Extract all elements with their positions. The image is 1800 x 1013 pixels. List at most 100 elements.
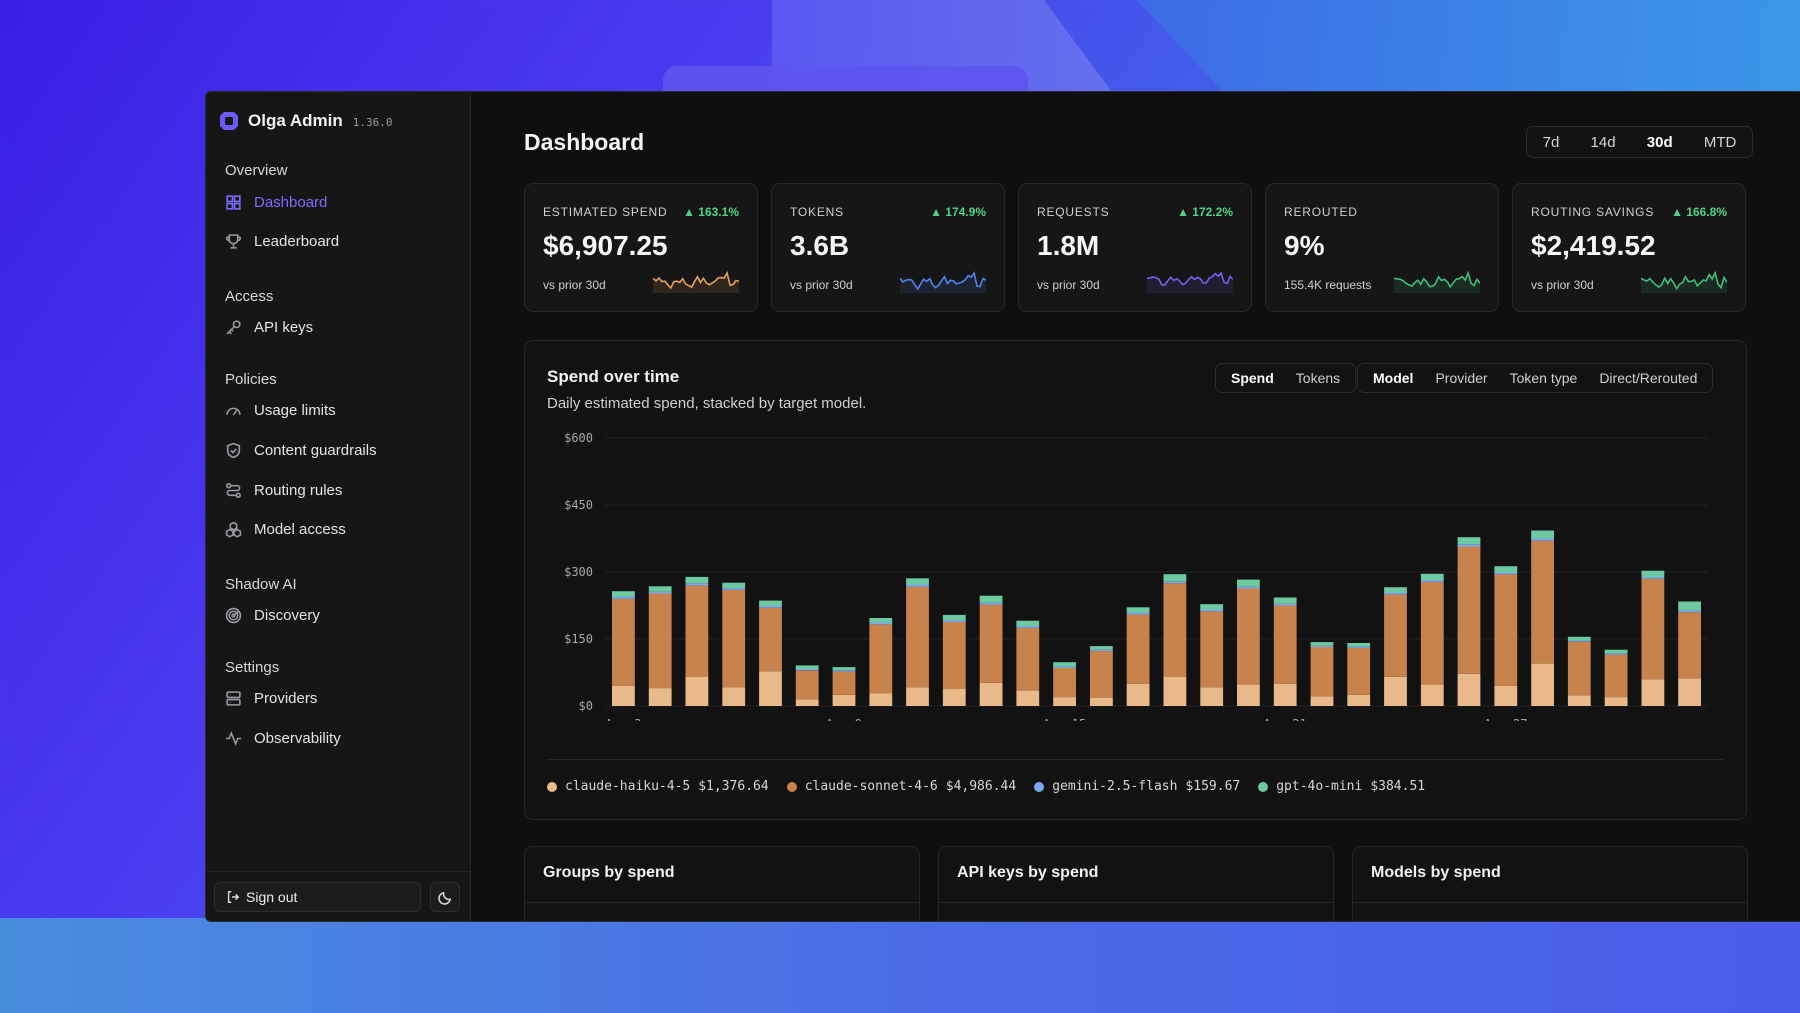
- bar-segment-claude-sonnet-4-6[interactable]: [1163, 583, 1187, 677]
- bar-segment-gpt-4o-mini[interactable]: [1531, 530, 1554, 539]
- bar-segment-claude-haiku-4-5[interactable]: [906, 687, 929, 706]
- bar-segment-claude-sonnet-4-6[interactable]: [1567, 641, 1591, 696]
- bar-segment-gemini-2.5-flash[interactable]: [1494, 572, 1518, 575]
- bar-segment-claude-sonnet-4-6[interactable]: [795, 670, 819, 700]
- bar-segment-gemini-2.5-flash[interactable]: [722, 588, 746, 590]
- bar-segment-gpt-4o-mini[interactable]: [795, 665, 819, 669]
- sidebar-item-discovery[interactable]: Discovery: [225, 603, 320, 627]
- bar-segment-claude-sonnet-4-6[interactable]: [1678, 612, 1701, 679]
- legend-item[interactable]: gemini-2.5-flash $159.67: [1034, 779, 1240, 794]
- group-tab-model[interactable]: Model: [1373, 370, 1414, 386]
- bar-segment-claude-haiku-4-5[interactable]: [1420, 684, 1444, 706]
- bar-segment-claude-sonnet-4-6[interactable]: [1384, 594, 1407, 677]
- bar-segment-claude-sonnet-4-6[interactable]: [1200, 611, 1224, 688]
- bar-segment-claude-sonnet-4-6[interactable]: [1273, 605, 1297, 684]
- bar-segment-claude-sonnet-4-6[interactable]: [1531, 540, 1554, 664]
- sign-out-button[interactable]: Sign out: [214, 882, 421, 912]
- bar-segment-claude-haiku-4-5[interactable]: [1457, 673, 1481, 706]
- bar-segment-gpt-4o-mini[interactable]: [1347, 643, 1371, 647]
- kpi-card-routing-savings[interactable]: ROUTING SAVINGS ▲ 166.8% $2,419.52 vs pr…: [1512, 183, 1746, 312]
- bar-segment-gpt-4o-mini[interactable]: [685, 576, 709, 584]
- bar-segment-gemini-2.5-flash[interactable]: [1310, 645, 1334, 647]
- bar-segment-claude-haiku-4-5[interactable]: [1567, 695, 1591, 706]
- sidebar-item-content-guardrails[interactable]: Content guardrails: [225, 438, 377, 462]
- bar-segment-gemini-2.5-flash[interactable]: [1237, 586, 1260, 589]
- bar-segment-claude-sonnet-4-6[interactable]: [906, 586, 929, 688]
- bar-segment-claude-haiku-4-5[interactable]: [1237, 684, 1260, 706]
- bar-segment-claude-sonnet-4-6[interactable]: [942, 622, 966, 689]
- bar-segment-claude-sonnet-4-6[interactable]: [869, 624, 893, 694]
- bar-segment-claude-haiku-4-5[interactable]: [869, 693, 893, 707]
- bar-segment-claude-sonnet-4-6[interactable]: [1347, 647, 1371, 695]
- bar-segment-gemini-2.5-flash[interactable]: [1053, 666, 1076, 668]
- bar-segment-gemini-2.5-flash[interactable]: [832, 670, 856, 672]
- bar-segment-gemini-2.5-flash[interactable]: [1384, 592, 1407, 595]
- sidebar-item-providers[interactable]: Providers: [225, 686, 317, 710]
- bar-segment-gemini-2.5-flash[interactable]: [1641, 576, 1665, 579]
- bar-segment-gpt-4o-mini[interactable]: [1678, 601, 1701, 611]
- bar-segment-gemini-2.5-flash[interactable]: [759, 605, 782, 608]
- bar-segment-gemini-2.5-flash[interactable]: [1678, 610, 1701, 613]
- bar-segment-gemini-2.5-flash[interactable]: [1016, 626, 1040, 628]
- bar-segment-claude-haiku-4-5[interactable]: [1163, 677, 1187, 706]
- bar-segment-claude-haiku-4-5[interactable]: [1604, 697, 1628, 706]
- bar-segment-gpt-4o-mini[interactable]: [979, 595, 1003, 603]
- bar-segment-gpt-4o-mini[interactable]: [612, 591, 635, 597]
- bar-segment-claude-sonnet-4-6[interactable]: [648, 593, 672, 689]
- bar-segment-gemini-2.5-flash[interactable]: [1567, 640, 1591, 642]
- bar-segment-claude-haiku-4-5[interactable]: [1090, 698, 1113, 706]
- bar-segment-gemini-2.5-flash[interactable]: [1420, 580, 1444, 582]
- bar-segment-gpt-4o-mini[interactable]: [1126, 607, 1150, 613]
- group-tab-token-type[interactable]: Token type: [1509, 370, 1578, 386]
- bar-segment-gemini-2.5-flash[interactable]: [906, 584, 929, 587]
- bar-segment-gemini-2.5-flash[interactable]: [612, 596, 635, 599]
- range-option-mtd[interactable]: MTD: [1703, 133, 1737, 151]
- bar-segment-gpt-4o-mini[interactable]: [1420, 573, 1444, 581]
- bar-segment-gpt-4o-mini[interactable]: [1090, 646, 1113, 650]
- bar-segment-claude-sonnet-4-6[interactable]: [722, 589, 746, 688]
- sidebar-item-routing-rules[interactable]: Routing rules: [225, 478, 342, 502]
- bar-segment-gemini-2.5-flash[interactable]: [1531, 538, 1554, 541]
- metric-tab-spend[interactable]: Spend: [1231, 370, 1274, 386]
- bar-segment-claude-haiku-4-5[interactable]: [1494, 685, 1518, 706]
- sidebar-item-model-access[interactable]: Model access: [225, 517, 346, 541]
- sidebar-item-observability[interactable]: Observability: [225, 726, 341, 750]
- bar-segment-gemini-2.5-flash[interactable]: [1457, 544, 1481, 547]
- bar-segment-claude-haiku-4-5[interactable]: [648, 688, 672, 706]
- legend-item[interactable]: claude-haiku-4-5 $1,376.64: [547, 779, 769, 794]
- bar-segment-claude-sonnet-4-6[interactable]: [1126, 614, 1150, 684]
- kpi-card-requests[interactable]: REQUESTS ▲ 172.2% 1.8M vs prior 30d: [1018, 183, 1252, 312]
- bar-segment-claude-haiku-4-5[interactable]: [1126, 683, 1150, 706]
- bar-segment-gpt-4o-mini[interactable]: [1457, 537, 1481, 545]
- bar-segment-gpt-4o-mini[interactable]: [722, 582, 746, 589]
- bar-segment-gemini-2.5-flash[interactable]: [942, 620, 966, 622]
- bar-segment-gpt-4o-mini[interactable]: [1604, 649, 1628, 654]
- bar-segment-gemini-2.5-flash[interactable]: [1273, 603, 1297, 606]
- bar-segment-gpt-4o-mini[interactable]: [832, 667, 856, 671]
- legend-item[interactable]: gpt-4o-mini $384.51: [1258, 779, 1425, 794]
- bar-segment-claude-sonnet-4-6[interactable]: [1237, 588, 1260, 685]
- bar-segment-gemini-2.5-flash[interactable]: [685, 583, 709, 586]
- bar-segment-claude-haiku-4-5[interactable]: [832, 694, 856, 706]
- bar-segment-claude-sonnet-4-6[interactable]: [1053, 668, 1076, 697]
- bar-segment-gemini-2.5-flash[interactable]: [1604, 653, 1628, 655]
- bar-segment-claude-sonnet-4-6[interactable]: [1494, 574, 1518, 686]
- sidebar-item-leaderboard[interactable]: Leaderboard: [225, 229, 339, 253]
- bar-segment-claude-sonnet-4-6[interactable]: [1420, 581, 1444, 685]
- bar-segment-gemini-2.5-flash[interactable]: [869, 622, 893, 625]
- bar-segment-gpt-4o-mini[interactable]: [1384, 587, 1407, 593]
- bar-segment-claude-haiku-4-5[interactable]: [1384, 677, 1407, 706]
- bar-segment-gpt-4o-mini[interactable]: [648, 586, 672, 592]
- bar-segment-gpt-4o-mini[interactable]: [1273, 597, 1297, 604]
- bar-segment-gemini-2.5-flash[interactable]: [1200, 609, 1224, 612]
- bar-segment-claude-sonnet-4-6[interactable]: [979, 604, 1003, 683]
- bar-segment-claude-haiku-4-5[interactable]: [1347, 694, 1371, 706]
- bar-segment-claude-sonnet-4-6[interactable]: [1457, 546, 1481, 674]
- bar-segment-claude-sonnet-4-6[interactable]: [685, 585, 709, 677]
- bar-segment-claude-haiku-4-5[interactable]: [1531, 663, 1554, 706]
- bar-segment-claude-haiku-4-5[interactable]: [685, 677, 709, 706]
- bar-segment-gpt-4o-mini[interactable]: [869, 618, 893, 623]
- bar-segment-gemini-2.5-flash[interactable]: [979, 602, 1003, 605]
- metric-tab-tokens[interactable]: Tokens: [1295, 370, 1341, 386]
- bar-segment-gemini-2.5-flash[interactable]: [795, 668, 819, 671]
